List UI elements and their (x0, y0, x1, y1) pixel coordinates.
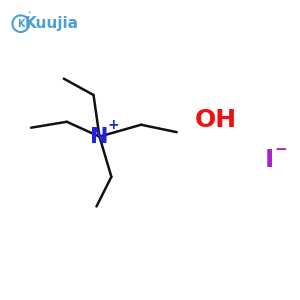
Text: °: ° (28, 12, 31, 18)
Text: OH: OH (194, 108, 236, 132)
Text: −: − (274, 142, 287, 157)
Text: Kuujia: Kuujia (25, 16, 79, 31)
Text: I: I (264, 148, 274, 172)
Text: N: N (90, 127, 109, 147)
Text: +: + (108, 118, 120, 132)
Text: K: K (17, 19, 25, 29)
